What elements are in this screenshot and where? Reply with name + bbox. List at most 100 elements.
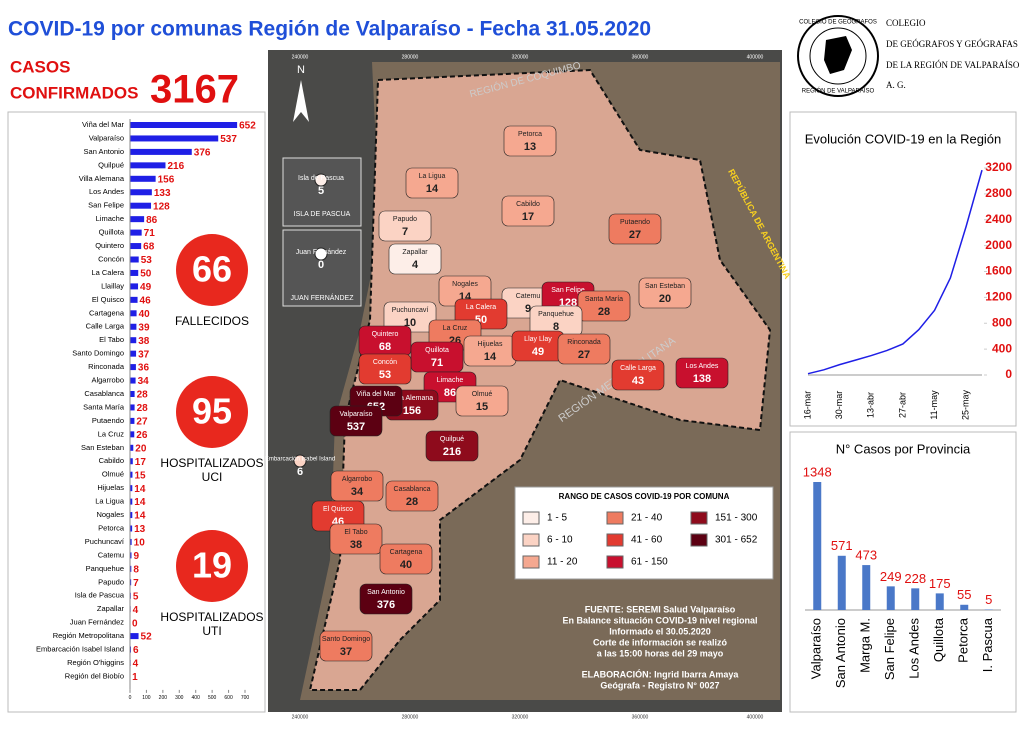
value-label: 15 — [134, 470, 146, 481]
bar-label: Puchuncaví — [85, 537, 125, 546]
bar — [130, 337, 136, 343]
bar-label: La Cruz — [98, 429, 125, 438]
value-label: 86 — [146, 215, 158, 226]
commune-cases: 49 — [532, 346, 544, 358]
legend-swatch — [607, 512, 623, 524]
commune-name: Olmué — [472, 391, 493, 398]
value-label: 53 — [141, 255, 153, 266]
chart-title: Evolución COVID-19 en la Región — [805, 131, 1002, 146]
credit: Corte de información se realizó — [593, 637, 728, 647]
commune-cases: 376 — [377, 599, 395, 611]
x-tick-label: 25-may — [961, 389, 971, 420]
commune-name: Santo Domingo — [322, 636, 370, 643]
logo-ring-text: REGIÓN DE VALPARAÍSO — [802, 88, 875, 95]
commune-name: Putaendo — [620, 219, 650, 226]
bar — [130, 216, 144, 222]
value-label: 9 — [133, 551, 139, 562]
value-label: 68 — [143, 242, 155, 253]
commune-name: Los Andes — [686, 363, 719, 370]
bar — [130, 257, 139, 263]
credit: ELABORACIÓN: Ingrid Ibarra Amaya — [582, 668, 740, 679]
bar-label: Juan Fernández — [70, 618, 124, 627]
bar-label: Cabildo — [99, 456, 124, 465]
y-tick-label: 2800 — [985, 186, 1012, 200]
x-tick-label: 30-mar — [834, 391, 844, 420]
bar-label: Catemu — [98, 550, 124, 559]
commune-cases: 537 — [347, 421, 365, 433]
commune-name: Limache — [437, 377, 464, 384]
commune-name: Quintero — [372, 331, 399, 338]
bar — [130, 189, 152, 195]
value-label: 1 — [132, 672, 138, 683]
commune-cases: 5 — [318, 185, 324, 197]
legend-label: 41 - 60 — [631, 535, 663, 546]
value-label: 4 — [133, 605, 139, 616]
stat-value: 95 — [192, 391, 232, 432]
x-tick-label: Valparaíso — [809, 618, 824, 679]
stat-label: FALLECIDOS — [175, 314, 249, 328]
commune-cases: 17 — [522, 211, 534, 223]
commune-name: Papudo — [393, 216, 417, 223]
stat-label: HOSPITALIZADOS — [160, 456, 263, 470]
y-tick-label: 2000 — [985, 238, 1012, 252]
coord-tick: 400000 — [747, 714, 764, 720]
value-label: 216 — [167, 161, 184, 172]
value-label: 156 — [158, 174, 175, 185]
value-label: 652 — [239, 121, 256, 132]
x-tick-label: 600 — [224, 695, 233, 701]
value-label: 39 — [138, 322, 150, 333]
value-label: 28 — [137, 403, 149, 414]
bar — [130, 176, 156, 182]
x-tick-label: Quillota — [931, 617, 946, 662]
commune-cases: 28 — [406, 496, 418, 508]
commune-cases: 7 — [402, 226, 408, 238]
bar-label: Valparaíso — [89, 133, 124, 142]
bar — [130, 351, 136, 357]
x-tick-label: 300 — [175, 695, 184, 701]
bar-label: Quilpué — [98, 160, 124, 169]
commune-name: Casablanca — [394, 486, 431, 493]
legend-swatch — [607, 556, 623, 568]
commune-name: Nogales — [452, 281, 478, 288]
value-label: 38 — [138, 336, 150, 347]
bar — [130, 431, 134, 437]
x-tick-label: Marga M. — [858, 618, 873, 673]
coord-tick: 400000 — [747, 54, 764, 60]
value-label: 1348 — [803, 464, 832, 479]
commune-name: Quillota — [425, 347, 449, 354]
credit: a las 15:00 horas del 29 mayo — [597, 648, 724, 658]
commune-name: La Ligua — [419, 173, 446, 180]
bar-label: Rinconada — [88, 362, 125, 371]
logo-ring-text: COLEGIO DE GEÓGRAFOS — [799, 19, 877, 26]
commune-cases: 27 — [578, 349, 590, 361]
commune-name: El Quisco — [323, 506, 353, 513]
y-tick-label: 3200 — [985, 160, 1012, 174]
commune-cases: 20 — [659, 293, 671, 305]
bar — [130, 270, 138, 276]
commune-name: Viña del Mar — [356, 391, 396, 398]
bar — [130, 283, 138, 289]
bar — [936, 593, 944, 610]
bar — [130, 230, 142, 236]
coord-tick: 240000 — [292, 54, 309, 60]
commune-name: Puchuncaví — [392, 307, 429, 314]
bar — [887, 586, 895, 610]
x-tick-label: 200 — [159, 695, 168, 701]
commune-name: Zapallar — [402, 249, 428, 256]
value-label: 0 — [132, 618, 138, 629]
bar — [862, 565, 870, 610]
commune-cases: 6 — [297, 466, 303, 478]
x-tick-label: 16-mar — [802, 391, 812, 420]
bar — [130, 324, 136, 330]
bar-label: Olmué — [102, 470, 124, 479]
value-label: 5 — [133, 591, 139, 602]
bar-label: Limache — [96, 214, 124, 223]
value-label: 36 — [138, 363, 150, 374]
logo-text: COLEGIO — [886, 18, 926, 28]
credit: Informado el 30.05.2020 — [609, 626, 711, 636]
commune-name: Quilpué — [440, 436, 464, 443]
bar-label: Concón — [98, 254, 124, 263]
bar — [130, 122, 237, 128]
value-label: 14 — [134, 497, 146, 508]
bar-label: Quillota — [99, 228, 125, 237]
